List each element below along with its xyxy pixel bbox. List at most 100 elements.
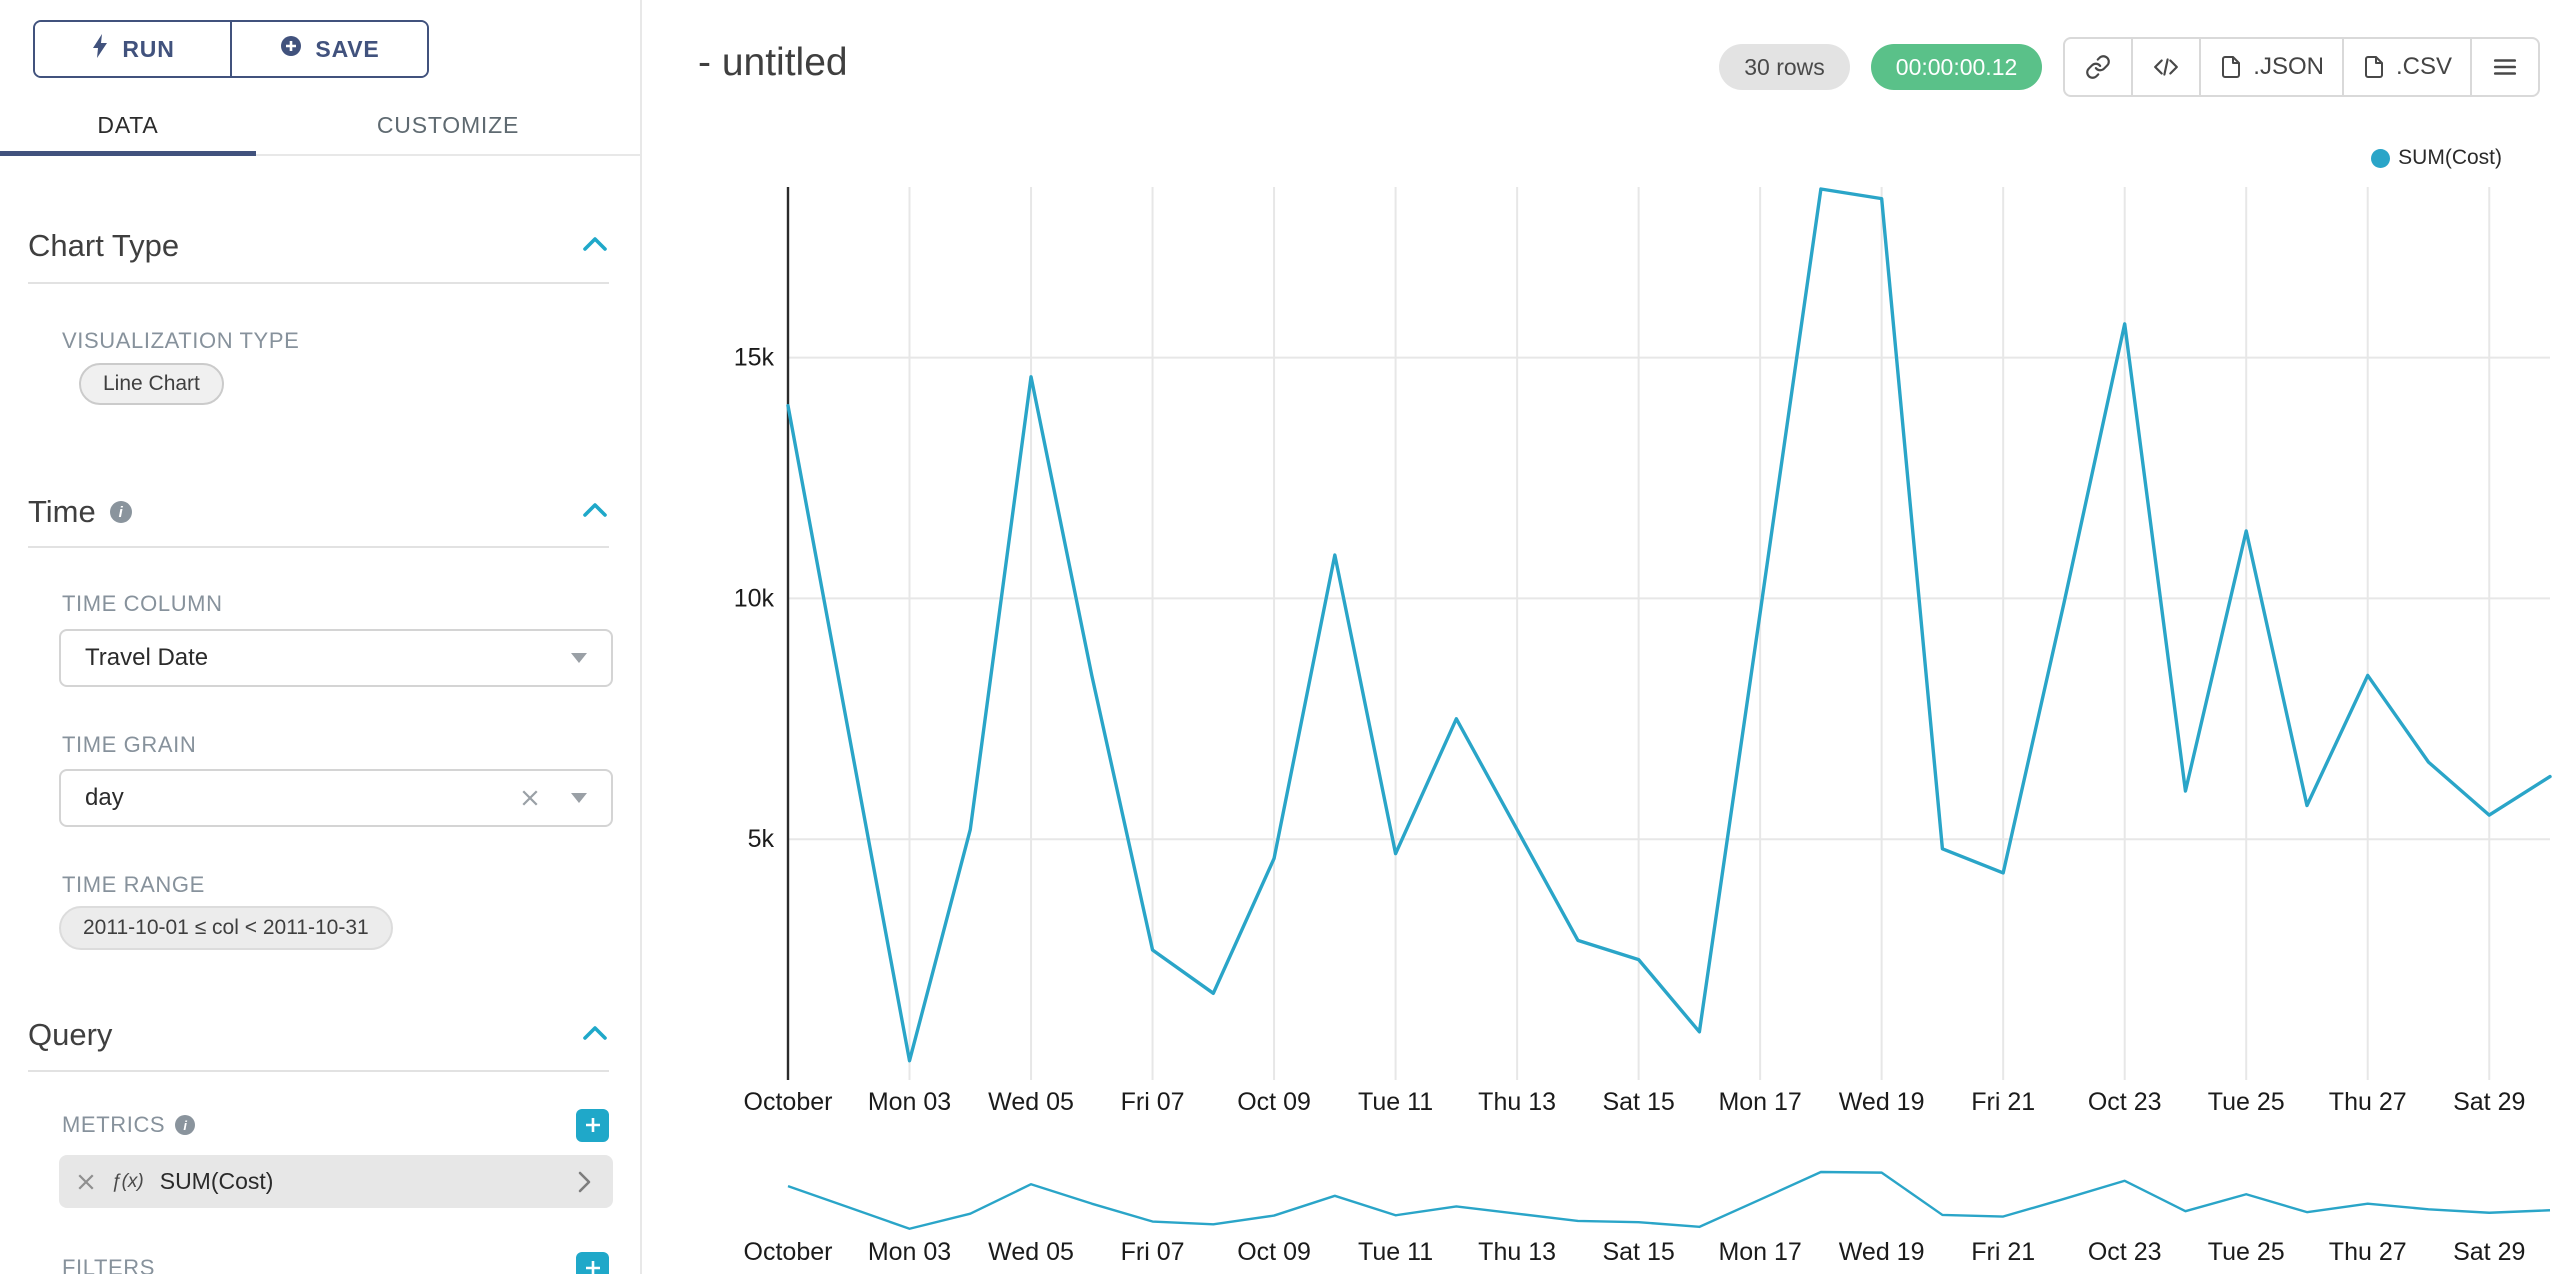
svg-text:Fri 21: Fri 21	[1971, 1238, 2035, 1266]
plus-icon	[585, 1118, 600, 1132]
time-column-label: TIME COLUMN	[62, 591, 223, 616]
chevron-up-icon[interactable]	[581, 1024, 609, 1047]
svg-text:Mon 17: Mon 17	[1718, 1238, 1801, 1266]
add-filter-button[interactable]	[576, 1251, 609, 1274]
series-line-sum-cost	[786, 187, 2552, 1063]
svg-text:Wed 05: Wed 05	[988, 1088, 1074, 1116]
section-query-header[interactable]: Query	[28, 1015, 609, 1055]
svg-text:Thu 27: Thu 27	[2329, 1238, 2407, 1266]
chart-title: - untitled	[698, 41, 848, 84]
run-button-label: RUN	[122, 35, 175, 62]
time-grain-select[interactable]: day	[59, 769, 613, 827]
bolt-icon	[90, 33, 110, 65]
section-time-title: Time	[28, 494, 96, 529]
hamburger-menu-icon	[2493, 59, 2517, 75]
time-column-value: Travel Date	[85, 644, 209, 671]
tab-customize[interactable]: CUSTOMIZE	[256, 96, 640, 154]
run-button[interactable]: RUN	[35, 22, 230, 76]
svg-text:Oct 23: Oct 23	[2088, 1088, 2162, 1116]
visualization-type-value: Line Chart	[103, 372, 200, 395]
svg-text:Oct 23: Oct 23	[2088, 1238, 2162, 1266]
chart-header-controls: 30 rows 00:00:00.12 .JSON .CSV	[1719, 36, 2540, 98]
panel-tabs: DATA CUSTOMIZE	[0, 96, 640, 156]
mini-axis-chart-line	[787, 1170, 2551, 1230]
svg-text:15k: 15k	[734, 344, 775, 372]
svg-text:Mon 03: Mon 03	[868, 1238, 951, 1266]
svg-text:Mon 17: Mon 17	[1718, 1088, 1801, 1116]
section-query-title: Query	[28, 1017, 113, 1052]
time-range-label: TIME RANGE	[62, 872, 205, 897]
svg-text:Wed 19: Wed 19	[1839, 1088, 1925, 1116]
svg-text:Wed 05: Wed 05	[988, 1238, 1074, 1266]
time-range-value: 2011-10-01 ≤ col < 2011-10-31	[83, 916, 369, 939]
info-icon: i	[109, 501, 132, 523]
svg-text:Oct 09: Oct 09	[1237, 1238, 1311, 1266]
chevron-right-icon[interactable]	[573, 1169, 595, 1195]
run-save-button-group: RUN SAVE	[33, 20, 429, 78]
clear-icon[interactable]	[521, 789, 539, 807]
metrics-label-row: METRICS i	[62, 1106, 609, 1144]
time-range-pill[interactable]: 2011-10-01 ≤ col < 2011-10-31	[59, 906, 393, 950]
tab-data[interactable]: DATA	[0, 96, 256, 156]
remove-metric-icon[interactable]	[77, 1173, 95, 1191]
chevron-up-icon[interactable]	[581, 501, 609, 524]
time-column-select[interactable]: Travel Date	[59, 629, 613, 687]
save-button[interactable]: SAVE	[230, 22, 427, 76]
metric-name: SUM(Cost)	[159, 1168, 274, 1194]
add-metric-button[interactable]	[576, 1108, 609, 1142]
chevron-down-icon	[571, 653, 587, 663]
export-button-group: .JSON .CSV	[2063, 37, 2540, 97]
svg-text:5k: 5k	[748, 825, 775, 853]
svg-text:Fri 07: Fri 07	[1121, 1238, 1185, 1266]
export-csv-label: .CSV	[2395, 53, 2452, 80]
svg-text:Wed 19: Wed 19	[1839, 1238, 1925, 1266]
chevron-up-icon[interactable]	[581, 235, 609, 258]
svg-text:Mon 03: Mon 03	[868, 1088, 951, 1116]
info-icon: i	[175, 1115, 196, 1135]
svg-text:Thu 27: Thu 27	[2329, 1088, 2407, 1116]
row-count-badge: 30 rows	[1719, 44, 1850, 90]
svg-text:October: October	[744, 1238, 833, 1266]
svg-text:Sat 15: Sat 15	[1602, 1088, 1674, 1116]
svg-text:Sat 15: Sat 15	[1602, 1238, 1674, 1266]
row-count-text: 30 rows	[1744, 53, 1825, 80]
view-query-button[interactable]	[2131, 37, 2202, 97]
svg-text:Tue 11: Tue 11	[1358, 1238, 1433, 1266]
link-icon	[2086, 55, 2111, 79]
visualization-type-pill[interactable]: Line Chart	[79, 363, 224, 405]
svg-text:Tue 25: Tue 25	[2208, 1088, 2285, 1116]
control-panel-sidebar: RUN SAVE DATA CUSTOMIZE Chart Type	[0, 0, 642, 1274]
export-json-label: .JSON	[2253, 53, 2324, 80]
file-icon	[2364, 56, 2383, 78]
time-grain-value: day	[85, 784, 124, 811]
legend-label: SUM(Cost)	[2398, 146, 2502, 169]
metrics-label: METRICS	[62, 1112, 166, 1137]
svg-text:October: October	[744, 1088, 833, 1116]
line-chart-canvas[interactable]: 5k 10k 15k October October Mon 03 Mon 03 Wed 05…	[642, 140, 2576, 1274]
chevron-down-icon	[571, 793, 587, 803]
section-divider	[28, 282, 609, 284]
query-duration-badge: 00:00:00.12	[1870, 44, 2043, 90]
chart-menu-button[interactable]	[2470, 37, 2540, 97]
svg-text:Oct 09: Oct 09	[1237, 1088, 1311, 1116]
export-csv-button[interactable]: .CSV	[2341, 37, 2472, 97]
svg-text:Thu 13: Thu 13	[1478, 1238, 1556, 1266]
chart-legend[interactable]: SUM(Cost)	[2371, 146, 2502, 170]
section-divider	[28, 546, 609, 548]
plus-icon	[585, 1261, 600, 1274]
svg-text:Sat 29: Sat 29	[2453, 1238, 2525, 1266]
copy-link-button[interactable]	[2063, 37, 2134, 97]
svg-text:Sat 29: Sat 29	[2453, 1088, 2525, 1116]
tab-customize-label: CUSTOMIZE	[376, 111, 520, 138]
export-json-button[interactable]: .JSON	[2199, 37, 2344, 97]
section-chart-type-header[interactable]: Chart Type	[28, 226, 609, 266]
metric-item-sum-cost[interactable]: ƒ(x) SUM(Cost)	[59, 1155, 613, 1208]
visualization-type-label: VISUALIZATION TYPE	[62, 328, 300, 353]
filters-label-row: FILTERS	[62, 1249, 609, 1274]
svg-text:Tue 25: Tue 25	[2208, 1238, 2285, 1266]
svg-text:10k: 10k	[734, 584, 775, 612]
section-time-header[interactable]: Time i	[28, 492, 609, 532]
function-icon: ƒ(x)	[111, 1170, 144, 1192]
chart-area: - untitled 30 rows 00:00:00.12 .JSON	[642, 0, 2576, 1274]
